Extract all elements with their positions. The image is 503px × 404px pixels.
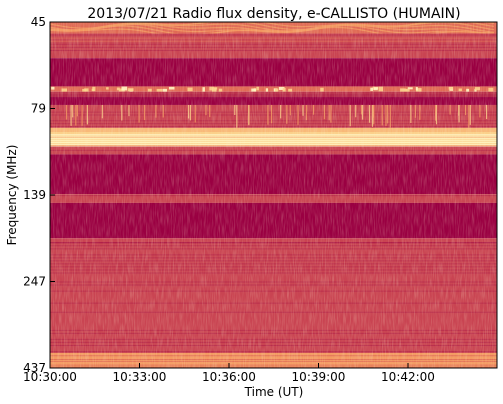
x-tick-label: 10:42:00 bbox=[381, 370, 435, 384]
y-tick-label: 79 bbox=[31, 102, 46, 116]
plot-area bbox=[50, 22, 497, 368]
y-tick-label: 139 bbox=[23, 188, 46, 202]
chart-title: 2013/07/21 Radio flux density, e-CALLIST… bbox=[87, 6, 460, 22]
x-tick-label: 10:33:00 bbox=[113, 370, 167, 384]
x-tick-label: 10:39:00 bbox=[292, 370, 346, 384]
y-tick-label: 45 bbox=[31, 15, 46, 29]
x-axis: 10:30:00 10:33:00 10:36:00 10:39:00 10:42:00 bbox=[23, 363, 435, 384]
noise-texture bbox=[50, 22, 497, 368]
y-tick-label: 437 bbox=[23, 361, 46, 375]
y-tick-label: 247 bbox=[23, 275, 46, 289]
y-axis-label: Frequency (MHz) bbox=[5, 145, 19, 246]
x-tick-label: 10:36:00 bbox=[202, 370, 256, 384]
y-axis: 45 79 139 247 437 bbox=[23, 15, 55, 375]
x-axis-label: Time (UT) bbox=[244, 385, 304, 399]
x-tick-label: 10:30:00 bbox=[23, 370, 77, 384]
